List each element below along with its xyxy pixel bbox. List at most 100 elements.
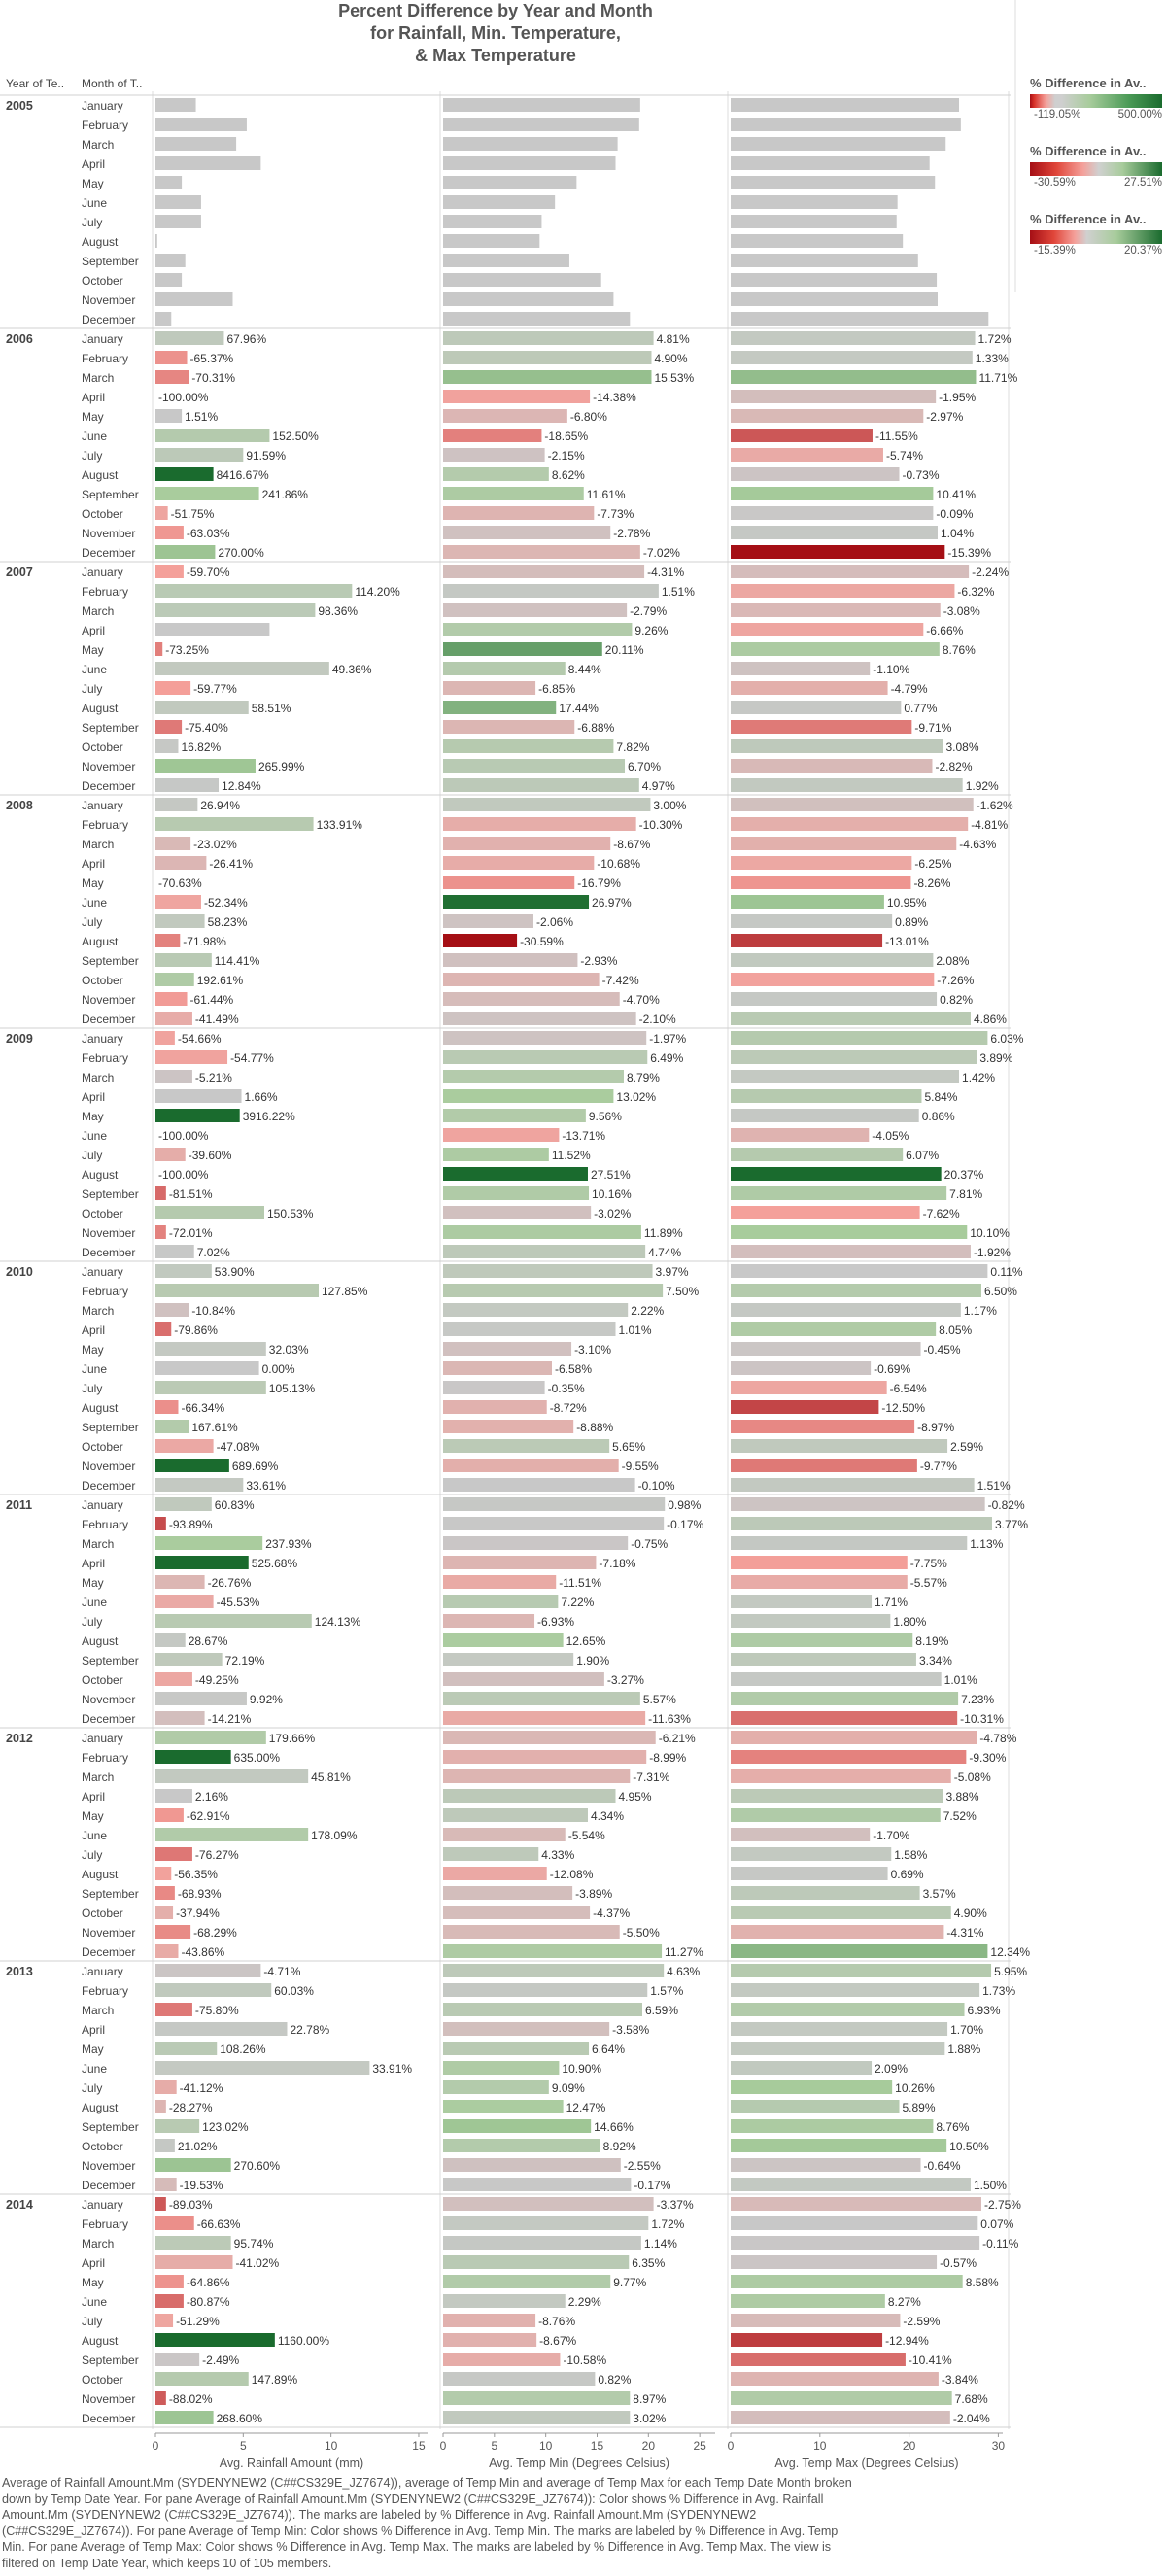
bar [443,273,601,287]
bar-data-label: -3.02% [594,1207,631,1220]
bar-data-label: 33.61% [246,1479,286,1493]
bar-data-label: -59.70% [187,566,230,579]
month-label: August [82,2101,119,2114]
month-label: October [82,507,123,521]
bar-data-label: 1.33% [976,352,1009,365]
x-tick-label: 0 [440,2439,447,2453]
bar-data-label: -65.37% [190,352,234,365]
bar-data-label: 8.19% [915,1634,948,1648]
bar-data-label: -81.51% [169,1187,213,1201]
legend-temp-min: % Difference in Av.. -30.59% 27.51% [1030,144,1166,189]
bar [731,292,938,306]
bar [731,1400,879,1414]
bar-data-label: -47.08% [217,1440,260,1454]
bar-data-label: 10.10% [970,1226,1010,1240]
bar-data-label: -3.84% [942,2373,978,2387]
caption: Average of Rainfall Amount.Mm (SYDENYNEW… [2,2475,1051,2572]
bar [155,914,205,928]
bar [731,487,934,500]
bar-data-label: 11.71% [978,371,1017,385]
bar [155,2314,174,2327]
bar-data-label: -2.79% [630,604,667,618]
bar [155,778,220,792]
bar [155,2178,177,2191]
bar [155,1031,175,1045]
bar [155,2003,192,2016]
bar [155,1361,259,1375]
bar [443,2255,630,2269]
title-line-2: for Rainfall, Min. Temperature, [370,23,621,43]
bar [155,662,329,675]
bar-data-label: -4.63% [959,838,996,851]
bar-data-label: -5.74% [886,449,923,463]
bar-data-label: -8.67% [613,838,650,851]
bar-data-label: -9.71% [914,721,951,735]
bar [443,2119,592,2133]
bar-data-label: 0.07% [980,2217,1013,2231]
month-label: December [82,1013,135,1026]
bar [731,2372,939,2386]
bar [155,1536,263,1550]
bar-data-label: 1.13% [970,1537,1003,1551]
bar [443,837,611,850]
bar-data-label: -3.89% [575,1887,612,1901]
bar [731,2411,950,2424]
bar-data-label: -11.63% [648,1712,691,1726]
bar [731,623,924,636]
bar [443,1497,666,1511]
bar [443,448,545,462]
bar [443,1225,641,1239]
bar-data-label: 1.51% [662,585,695,599]
bar-data-label: -8.67% [539,2334,576,2348]
bar [443,1031,647,1045]
color-ramp [1030,162,1162,176]
month-label: September [82,2120,139,2134]
bar [155,1886,175,1900]
bar [443,1128,560,1142]
bar [155,2080,177,2094]
month-label: September [82,488,139,501]
bar [731,1575,908,1589]
x-tick-label: 15 [591,2439,604,2453]
bar [731,1031,988,1045]
bar-data-label: -37.94% [176,1906,220,1920]
bar [155,2372,249,2386]
bar-data-label: 4.34% [591,1809,624,1823]
bar [731,526,938,539]
month-label: August [82,2334,119,2348]
bar [443,2003,642,2016]
bar [155,1109,240,1122]
bar [155,1070,192,1083]
bar-data-label: -8.97% [917,1421,954,1434]
bar [155,254,186,267]
bar [155,234,157,248]
bar-data-label: -6.85% [538,682,575,696]
legend-title: % Difference in Av.. [1030,144,1147,158]
bar [443,2080,549,2094]
bar-data-label: -68.93% [178,1887,222,1901]
bar-data-label: 525.68% [252,1557,298,1570]
bar-data-label: -66.34% [181,1401,224,1415]
bar [731,312,989,326]
bar [155,701,249,714]
bar [731,1206,920,1219]
month-label: February [82,585,128,599]
bar [443,1925,620,1939]
bar-data-label: 1.51% [185,410,218,424]
bar [443,2333,537,2347]
bar-data-label: 3.77% [995,1518,1028,1531]
bar-data-label: 1.04% [941,527,974,540]
bar-data-label: -49.25% [195,1673,239,1687]
bar [443,817,636,831]
x-tick-label: 0 [728,2439,735,2453]
bar [443,2061,560,2075]
bar-data-label: -7.42% [602,974,639,987]
bar-data-label: 105.13% [269,1382,316,1395]
bar [731,2139,947,2152]
bar-data-label: 7.22% [561,1596,594,1609]
month-label: January [82,99,123,113]
bar-data-label: 2.59% [950,1440,983,1454]
bar-data-label: -56.35% [174,1868,218,1881]
bar-data-label: 0.98% [668,1498,701,1512]
month-label: June [82,2062,107,2076]
